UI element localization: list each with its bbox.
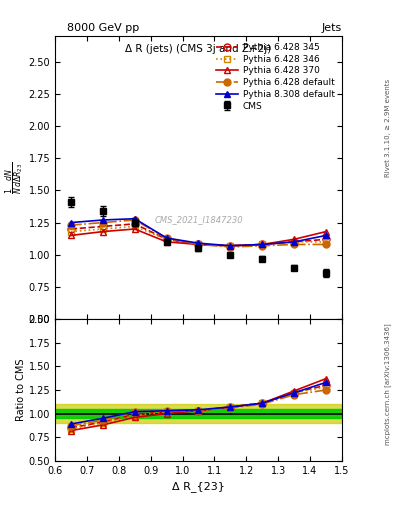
Pythia 8.308 default bbox=[101, 217, 105, 223]
Bar bbox=[55, 409, 342, 418]
Pythia 6.428 346 bbox=[323, 239, 328, 245]
Pythia 8.308 default bbox=[228, 243, 233, 249]
Pythia 6.428 default bbox=[260, 243, 264, 249]
Pythia 8.308 default bbox=[292, 239, 296, 245]
Pythia 6.428 370 bbox=[101, 228, 105, 234]
Pythia 6.428 370 bbox=[292, 236, 296, 242]
Text: Jets: Jets bbox=[321, 23, 342, 33]
Y-axis label: $\frac{1}{N}\frac{dN}{d\Delta R_{23}}$: $\frac{1}{N}\frac{dN}{d\Delta R_{23}}$ bbox=[3, 161, 26, 194]
Pythia 6.428 370 bbox=[228, 243, 233, 249]
Pythia 6.428 345 bbox=[292, 239, 296, 245]
Legend: Pythia 6.428 345, Pythia 6.428 346, Pythia 6.428 370, Pythia 6.428 default, Pyth: Pythia 6.428 345, Pythia 6.428 346, Pyth… bbox=[213, 40, 338, 113]
Pythia 6.428 346 bbox=[101, 226, 105, 232]
Pythia 6.428 345 bbox=[260, 241, 264, 247]
Pythia 6.428 default bbox=[196, 241, 201, 247]
Pythia 6.428 default bbox=[292, 241, 296, 247]
Pythia 6.428 370 bbox=[164, 239, 169, 245]
Text: CMS_2021_I1847230: CMS_2021_I1847230 bbox=[154, 216, 243, 224]
X-axis label: Δ R_{23}: Δ R_{23} bbox=[172, 481, 225, 492]
Pythia 6.428 346 bbox=[164, 236, 169, 242]
Pythia 6.428 345 bbox=[164, 236, 169, 242]
Text: Rivet 3.1.10, ≥ 2.9M events: Rivet 3.1.10, ≥ 2.9M events bbox=[385, 79, 391, 177]
Text: 8000 GeV pp: 8000 GeV pp bbox=[67, 23, 139, 33]
Pythia 6.428 345 bbox=[69, 226, 73, 232]
Pythia 6.428 346 bbox=[228, 243, 233, 249]
Pythia 6.428 346 bbox=[69, 228, 73, 234]
Pythia 8.308 default bbox=[196, 240, 201, 246]
Y-axis label: Ratio to CMS: Ratio to CMS bbox=[16, 359, 26, 421]
Pythia 6.428 346 bbox=[196, 241, 201, 247]
Pythia 6.428 370 bbox=[323, 228, 328, 234]
Pythia 6.428 370 bbox=[132, 226, 137, 232]
Line: Pythia 6.428 370: Pythia 6.428 370 bbox=[68, 225, 329, 249]
Pythia 6.428 370 bbox=[69, 232, 73, 239]
Text: Δ R (jets) (CMS 3j and Z+2j): Δ R (jets) (CMS 3j and Z+2j) bbox=[125, 45, 272, 54]
Line: Pythia 6.428 345: Pythia 6.428 345 bbox=[68, 220, 329, 249]
Pythia 6.428 default bbox=[132, 217, 137, 223]
Pythia 6.428 345 bbox=[196, 241, 201, 247]
Pythia 6.428 default bbox=[101, 220, 105, 226]
Pythia 6.428 default bbox=[69, 222, 73, 228]
Line: Pythia 8.308 default: Pythia 8.308 default bbox=[68, 215, 329, 249]
Pythia 6.428 345 bbox=[101, 223, 105, 229]
Pythia 8.308 default bbox=[69, 220, 73, 226]
Line: Pythia 6.428 346: Pythia 6.428 346 bbox=[68, 223, 329, 249]
Bar bbox=[55, 404, 342, 423]
Pythia 6.428 default bbox=[164, 235, 169, 241]
Pythia 8.308 default bbox=[323, 232, 328, 239]
Pythia 6.428 default bbox=[228, 244, 233, 250]
Pythia 6.428 346 bbox=[132, 223, 137, 229]
Pythia 6.428 345 bbox=[132, 221, 137, 227]
Pythia 6.428 346 bbox=[260, 241, 264, 247]
Pythia 6.428 370 bbox=[260, 241, 264, 247]
Pythia 6.428 346 bbox=[292, 239, 296, 245]
Pythia 8.308 default bbox=[132, 216, 137, 222]
Pythia 8.308 default bbox=[260, 241, 264, 247]
Pythia 6.428 345 bbox=[323, 236, 328, 242]
Pythia 8.308 default bbox=[164, 235, 169, 241]
Pythia 6.428 default bbox=[323, 241, 328, 247]
Pythia 6.428 370 bbox=[196, 241, 201, 247]
Text: mcplots.cern.ch [arXiv:1306.3436]: mcplots.cern.ch [arXiv:1306.3436] bbox=[384, 323, 391, 445]
Pythia 6.428 345 bbox=[228, 243, 233, 249]
Line: Pythia 6.428 default: Pythia 6.428 default bbox=[68, 217, 329, 250]
